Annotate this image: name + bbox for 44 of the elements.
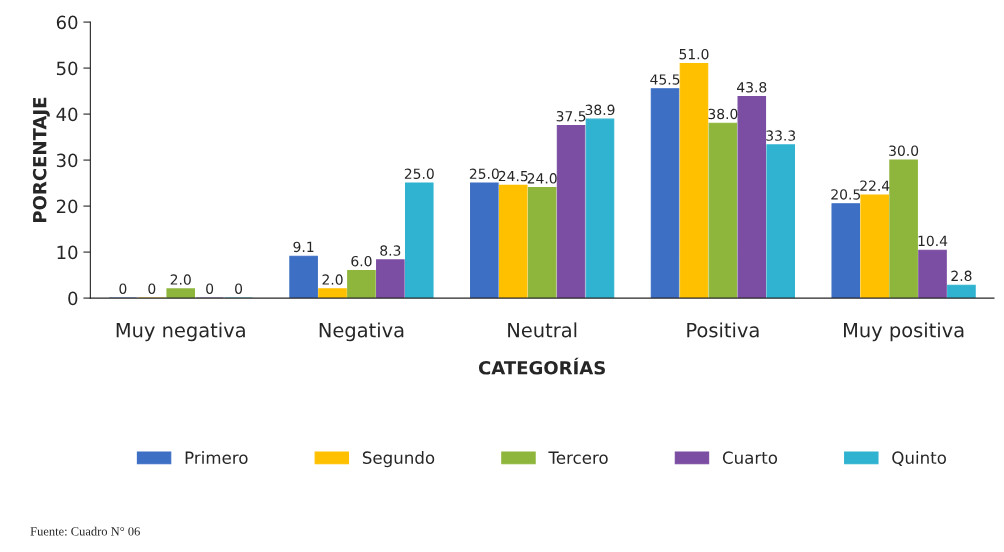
data-label: 8.3 [380,245,401,256]
x-tick-label: Positiva [687,322,759,338]
data-label: 25.0 [404,168,434,179]
data-label: 25.0 [469,168,499,179]
y-tick-label: 10 [57,245,78,260]
data-label: 2.8 [951,270,972,282]
data-label: 38.9 [585,104,615,116]
data-label: 0 [235,283,243,294]
legend-label: Primero [185,451,248,464]
source-note: Fuente: Cuadro N° 06 [30,526,140,536]
x-tick-label: Neutral [508,322,577,338]
legend-label: Cuarto [722,451,778,464]
y-tick-label: 60 [56,15,78,30]
legend-label: Quinto [892,451,946,466]
legend-label: Tercero [548,451,608,464]
data-label: 2.0 [322,274,343,285]
data-label: 0 [206,283,214,294]
data-label: 37.5 [556,110,586,122]
y-tick-label: 40 [56,107,78,122]
data-label: 30.0 [889,145,919,156]
data-label: 9.1 [293,241,314,253]
x-axis-title: CATEGORÍAS [478,357,605,375]
y-tick-label: 50 [56,61,78,76]
data-label: 2.0 [170,274,191,285]
y-axis-title: PORCENTAJE [32,97,50,222]
y-tick-label: 20 [56,199,78,214]
data-label: 24.5 [498,170,528,182]
data-label: 10.4 [918,235,948,247]
y-tick-label: 30 [56,153,78,168]
data-label: 51.0 [679,48,709,60]
data-label: 20.5 [831,189,861,200]
y-tick-label: 0 [68,291,78,306]
x-tick-label: Muy negativa [116,322,245,342]
data-label: 24.0 [527,173,557,184]
data-label: 0 [119,283,127,294]
legend-label: Segundo [362,451,435,468]
data-label: 6.0 [351,255,372,267]
x-tick-label: Muy positiva [844,322,964,342]
data-label: 45.5 [650,74,680,85]
data-label: 43.8 [737,82,767,93]
data-label: 38.0 [708,108,738,120]
data-label: 0 [148,283,156,294]
x-tick-label: Negativa [319,322,404,342]
data-label: 33.3 [766,130,796,141]
